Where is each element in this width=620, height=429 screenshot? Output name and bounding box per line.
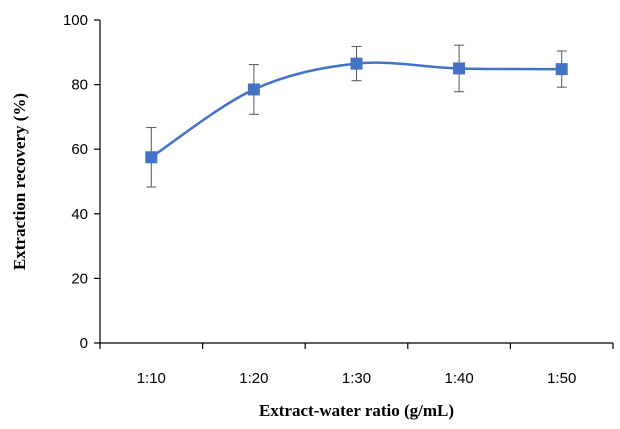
data-point (247, 83, 260, 96)
y-tick-label: 100 (63, 12, 88, 29)
y-tick-label: 40 (71, 206, 88, 223)
y-tick-label: 0 (80, 335, 88, 352)
data-point (350, 57, 363, 70)
x-tick-label: 1:20 (239, 370, 268, 387)
y-tick-label: 20 (71, 270, 88, 287)
y-axis-ticks: 0 20 40 60 80 100 (63, 12, 100, 352)
x-tick-label: 1:40 (444, 370, 473, 387)
x-axis-ticks: 1:10 1:20 1:30 1:40 1:50 (99, 343, 614, 387)
data-point (145, 151, 158, 164)
data-point (453, 62, 466, 75)
x-tick-label: 1:30 (342, 370, 371, 387)
x-tick-label: 1:50 (547, 370, 576, 387)
x-tick-label: 1:10 (137, 370, 166, 387)
y-axis-label: Extraction recovery (%) (10, 93, 29, 270)
y-tick-label: 80 (71, 77, 88, 94)
x-axis-label: Extract-water ratio (g/mL) (259, 401, 454, 420)
data-point (555, 63, 568, 76)
y-tick-label: 60 (71, 141, 88, 158)
series-markers (145, 57, 568, 164)
